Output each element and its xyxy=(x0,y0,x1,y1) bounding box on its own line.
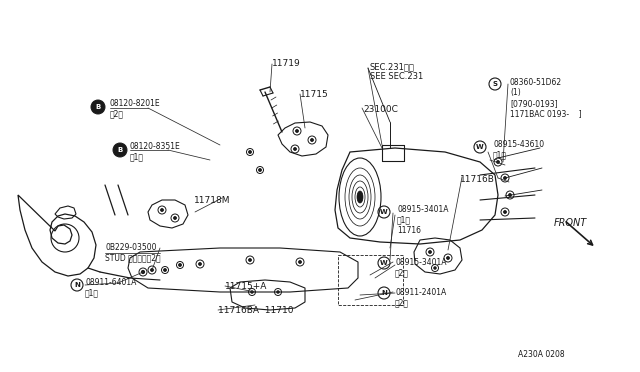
Circle shape xyxy=(173,217,177,219)
Circle shape xyxy=(497,161,499,163)
Circle shape xyxy=(429,251,431,253)
Text: 08911-2401A
（2）: 08911-2401A （2） xyxy=(395,288,446,307)
Circle shape xyxy=(504,177,506,179)
Text: 11715: 11715 xyxy=(300,90,329,99)
Circle shape xyxy=(248,151,252,153)
Text: 08915-3401A
（1）
11716: 08915-3401A （1） 11716 xyxy=(397,205,449,235)
Circle shape xyxy=(294,148,296,150)
Text: B: B xyxy=(117,147,123,153)
Text: 23100C: 23100C xyxy=(363,105,398,114)
Text: N: N xyxy=(381,290,387,296)
Circle shape xyxy=(259,169,261,171)
Text: B: B xyxy=(95,104,100,110)
Text: 08911-6401A
（1）: 08911-6401A （1） xyxy=(85,278,136,297)
Circle shape xyxy=(447,257,449,259)
Circle shape xyxy=(310,139,314,141)
Text: W: W xyxy=(380,260,388,266)
Circle shape xyxy=(509,193,511,196)
Text: 11715+A: 11715+A xyxy=(225,282,268,291)
Text: W: W xyxy=(476,144,484,150)
Text: 11716B: 11716B xyxy=(460,175,495,184)
Circle shape xyxy=(299,261,301,263)
Text: A230A 0208: A230A 0208 xyxy=(518,350,564,359)
Text: 11716BA  11710: 11716BA 11710 xyxy=(218,306,294,315)
Circle shape xyxy=(276,291,279,293)
Text: 0B229-03500
STUD スタッド（2）: 0B229-03500 STUD スタッド（2） xyxy=(105,243,161,262)
Text: 08360-51D62
(1)
[0790-0193]
1171BAC 0193-    ]: 08360-51D62 (1) [0790-0193] 1171BAC 0193… xyxy=(510,78,582,118)
Text: 11718M: 11718M xyxy=(194,196,230,205)
Text: 08120-8351E
（1）: 08120-8351E （1） xyxy=(130,142,180,161)
Text: 11719: 11719 xyxy=(272,59,301,68)
Text: S: S xyxy=(493,81,497,87)
Circle shape xyxy=(91,100,105,114)
Text: N: N xyxy=(74,282,80,288)
Text: 08915-3401A
（2）: 08915-3401A （2） xyxy=(395,258,447,278)
Circle shape xyxy=(161,209,163,211)
Ellipse shape xyxy=(357,191,363,203)
Circle shape xyxy=(164,269,166,272)
Circle shape xyxy=(251,291,253,293)
Circle shape xyxy=(504,211,506,214)
Circle shape xyxy=(198,263,202,265)
Text: W: W xyxy=(380,209,388,215)
Circle shape xyxy=(113,143,127,157)
Circle shape xyxy=(434,267,436,269)
Text: SEC.231参照
SEE SEC.231: SEC.231参照 SEE SEC.231 xyxy=(370,62,423,81)
Circle shape xyxy=(179,264,181,266)
Circle shape xyxy=(150,269,154,272)
Circle shape xyxy=(296,129,298,132)
Text: 08120-8201E
（2）: 08120-8201E （2） xyxy=(110,99,161,118)
Circle shape xyxy=(248,259,252,262)
Circle shape xyxy=(141,270,145,273)
Text: 08915-43610
（1）: 08915-43610 （1） xyxy=(493,140,544,159)
Text: FRONT: FRONT xyxy=(554,218,588,228)
